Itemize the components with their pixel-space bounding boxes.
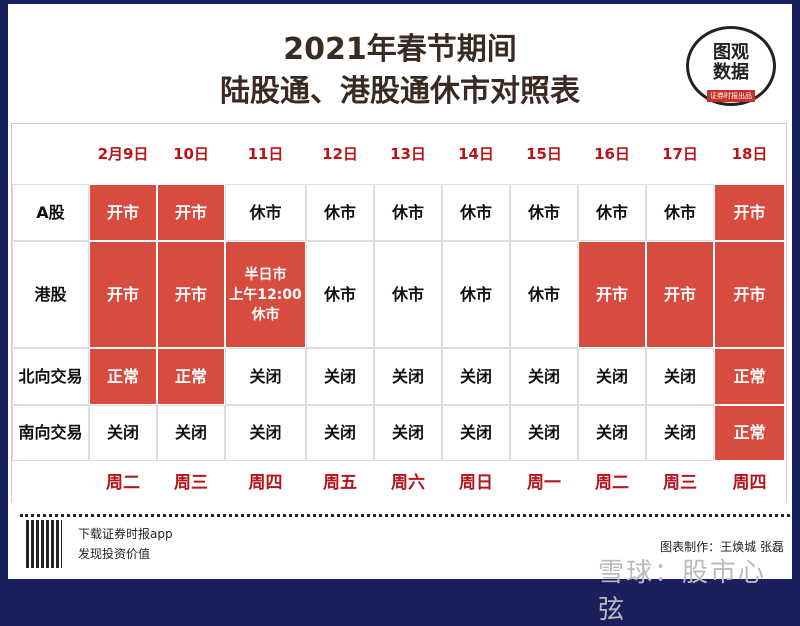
table-cell: 开市	[714, 184, 785, 241]
weekday-label: 周二	[106, 472, 140, 493]
title-line-1: 2021年春节期间	[283, 32, 517, 67]
table-cell: 休市	[306, 184, 374, 241]
date-header: 17日	[662, 145, 698, 163]
table-cell: 休市	[510, 184, 578, 241]
weekday-label: 周日	[459, 472, 493, 493]
footer-app: 下载证券时报app	[78, 527, 173, 541]
table-cell: 关闭	[374, 405, 442, 461]
table-cell: 休市	[225, 184, 306, 241]
table-cell: 休市	[646, 184, 714, 241]
holiday-table: 2月9日 10日 11日 12日 13日 14日 15日 16日 17日 18日 A股 开市 开市 休市休…	[11, 123, 787, 503]
date-header: 12日	[322, 145, 358, 163]
table-cell: 休市	[510, 241, 578, 348]
table-cell: 开市	[157, 241, 225, 348]
table-cell: 休市	[374, 184, 442, 241]
table-cell: 半日市 上午12:00 休市	[225, 241, 306, 348]
table-cell: 正常	[89, 348, 157, 405]
divider	[20, 514, 790, 517]
weekday-label: 周三	[663, 472, 697, 493]
table-cell: 开市	[646, 241, 714, 348]
table-cell: 休市	[578, 184, 646, 241]
table-cell: 休市	[442, 184, 510, 241]
table-cell: 关闭	[646, 348, 714, 405]
weekday-label: 周二	[595, 472, 629, 493]
table-cell: 正常	[714, 405, 785, 461]
table-cell: 关闭	[578, 405, 646, 461]
date-header: 13日	[390, 145, 426, 163]
logo-text-2: 数据	[713, 62, 749, 83]
logo-text-1: 图观	[713, 42, 749, 63]
table-cell: 关闭	[510, 405, 578, 461]
table-cell: 休市	[442, 241, 510, 348]
table-cell: 关闭	[225, 348, 306, 405]
table-cell: 关闭	[442, 405, 510, 461]
table-cell: 开市	[157, 184, 225, 241]
table-cell: 休市	[306, 241, 374, 348]
weekday-label: 周六	[391, 472, 425, 493]
row-label: 港股	[12, 241, 89, 348]
footer-slogan: 发现投资价值	[78, 547, 151, 561]
row-label: 北向交易	[12, 348, 89, 405]
date-header: 2月9日	[97, 145, 149, 163]
table-cell: 关闭	[89, 405, 157, 461]
table-cell: 开市	[578, 241, 646, 348]
date-header: 18日	[731, 145, 768, 163]
row-label: A股	[12, 184, 89, 241]
date-header: 16日	[594, 145, 630, 163]
table-cell: 正常	[157, 348, 225, 405]
table-cell: 关闭	[510, 348, 578, 405]
table-cell: 开市	[89, 241, 157, 348]
table-cell: 关闭	[225, 405, 306, 461]
weekday-label: 周一	[527, 472, 561, 493]
weekday-label: 周四	[732, 472, 767, 493]
logo-sub: 证券时报出品	[707, 90, 755, 102]
weekday-label: 周五	[323, 472, 357, 493]
title-line-2: 陆股通、港股通休市对照表	[220, 74, 580, 109]
row-label: 南向交易	[12, 405, 89, 461]
weekday-label: 周三	[174, 472, 208, 493]
date-header: 14日	[458, 145, 494, 163]
table-cell: 关闭	[374, 348, 442, 405]
date-header: 11日	[247, 145, 284, 163]
table-cell: 开市	[714, 241, 785, 348]
date-header: 15日	[526, 145, 562, 163]
table-cell: 关闭	[578, 348, 646, 405]
weekday-label: 周四	[248, 472, 283, 493]
table-cell: 关闭	[306, 405, 374, 461]
table-cell: 休市	[374, 241, 442, 348]
table-cell: 关闭	[646, 405, 714, 461]
table-cell: 正常	[714, 348, 785, 405]
infographic-card: 2021年春节期间 陆股通、港股通休市对照表 图观 数据 证券时报出品 2月9日…	[8, 4, 792, 625]
qr-code	[26, 520, 62, 568]
table-cell: 关闭	[157, 405, 225, 461]
table-cell: 关闭	[442, 348, 510, 405]
table-cell: 开市	[89, 184, 157, 241]
table-cell: 关闭	[306, 348, 374, 405]
date-header: 10日	[173, 145, 209, 163]
watermark: 雪球：股市心弦	[598, 558, 767, 625]
logo: 图观 数据 证券时报出品	[686, 26, 776, 106]
footer-credit: 图表制作：王焕城 张磊	[660, 540, 784, 554]
